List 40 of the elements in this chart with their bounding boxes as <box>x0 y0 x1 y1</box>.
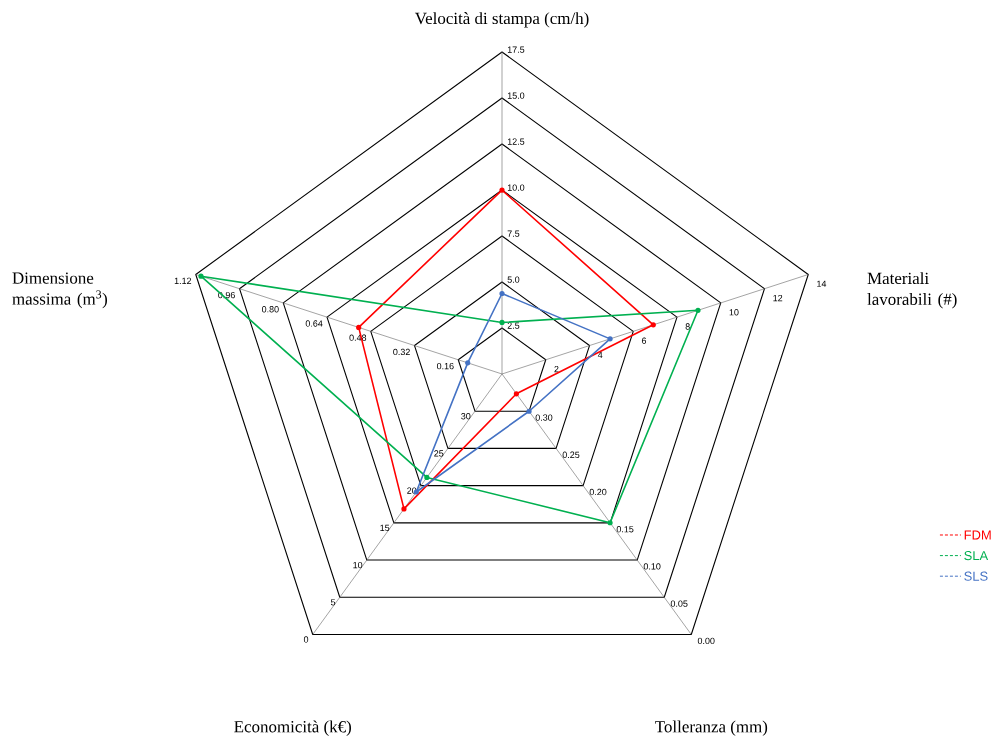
text: 5 <box>330 599 336 606</box>
text: 30 <box>461 413 471 420</box>
text: 0.64 <box>305 320 323 327</box>
spoke-label: Dimensione massima (m$^{3}$) <box>12 272 108 309</box>
text: 5.0 <box>507 276 520 283</box>
text: 14 <box>817 280 827 287</box>
text: 0.80 <box>261 306 279 313</box>
spoke-label: Economicità (k€) <box>234 720 351 736</box>
text: 25 <box>434 450 444 457</box>
text: 0.10 <box>643 563 661 570</box>
text: 0.20 <box>589 488 607 496</box>
text: 10 <box>729 309 739 316</box>
text: 15 <box>380 524 390 531</box>
text: 4 <box>597 351 603 358</box>
text: 10 <box>353 561 363 569</box>
text: 0 <box>303 636 309 643</box>
text: 0.16 <box>436 362 454 370</box>
text: 6 <box>641 337 647 344</box>
text: 15.0 <box>507 92 525 99</box>
text: 12.5 <box>507 138 525 145</box>
spoke-label: Materiali lavorabili (#) <box>867 272 957 309</box>
legend-label: FDM <box>964 530 991 540</box>
spoke-label: Tolleranza (mm) <box>655 720 768 736</box>
legend-label: SLS <box>964 571 988 581</box>
text: 0.30 <box>535 414 553 421</box>
text: 2 <box>554 365 559 373</box>
text: 12 <box>773 294 783 302</box>
text: 7.5 <box>507 230 520 237</box>
text: 1.12 <box>174 277 192 284</box>
text: 0.25 <box>562 451 580 458</box>
text: 0.05 <box>670 600 688 607</box>
text: 8 <box>685 323 690 330</box>
text: 10.0 <box>507 184 525 191</box>
text: 0.00 <box>697 637 715 645</box>
text: 0.32 <box>393 348 410 356</box>
legend-label: SLA <box>964 551 989 561</box>
text: 2.5 <box>507 322 520 329</box>
text: 0.15 <box>616 526 634 533</box>
text: 17.5 <box>507 46 525 53</box>
spoke-label: Velocità di stampa (cm/h) <box>414 12 589 28</box>
